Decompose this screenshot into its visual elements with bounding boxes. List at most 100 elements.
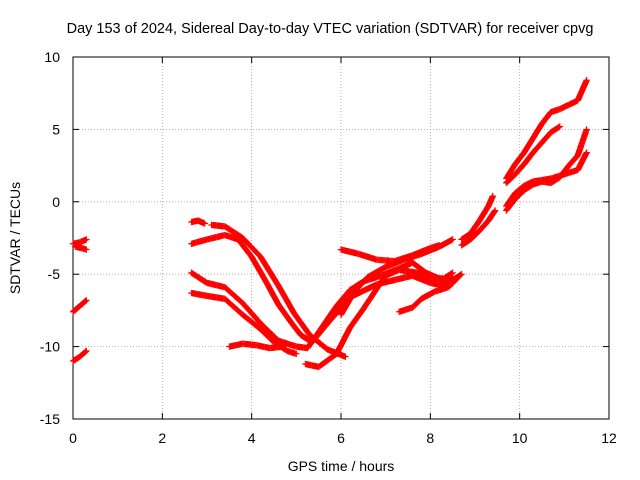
- data-trail: [204, 232, 227, 243]
- data-trail: [566, 153, 581, 168]
- series-arc-d: [69, 347, 90, 365]
- series-arc-o: [458, 192, 497, 243]
- x-axis-label: GPS time / hours: [288, 458, 395, 474]
- data-trail: [189, 290, 210, 299]
- y-tick-label: -15: [40, 411, 60, 427]
- data-trail: [419, 288, 437, 302]
- y-axis-label: SDTVAR / TECUs: [7, 182, 23, 294]
- data-trail: [530, 140, 545, 155]
- data-trail: [77, 297, 89, 309]
- data-trail: [227, 340, 245, 350]
- data-trail: [316, 303, 340, 335]
- data-trail: [235, 237, 255, 260]
- data-trail: [468, 218, 482, 236]
- data-point: [491, 207, 499, 214]
- data-trail: [445, 276, 460, 290]
- x-tick-label: 10: [512, 430, 528, 446]
- series-arc-m: [337, 236, 456, 318]
- y-tick-label: 5: [52, 121, 60, 137]
- series-arc-e: [188, 217, 208, 227]
- data-trail: [333, 325, 353, 356]
- data-trail: [476, 203, 491, 223]
- data-trail: [459, 231, 473, 242]
- data-point: [583, 76, 590, 84]
- data-trail: [356, 251, 379, 263]
- data-point: [583, 126, 590, 133]
- data-trail: [468, 228, 482, 242]
- data-trail: [360, 286, 380, 312]
- data-trail: [305, 329, 322, 351]
- data-point: [201, 220, 208, 227]
- data-trail: [530, 121, 545, 141]
- data-trail: [70, 354, 82, 364]
- x-tick-label: 6: [337, 430, 345, 446]
- data-trail: [189, 236, 210, 247]
- data-trail: [539, 109, 554, 126]
- data-trail: [338, 246, 361, 257]
- data-trail: [485, 208, 498, 223]
- chart-title: Day 153 of 2024, Sidereal Day-to-day VTE…: [67, 21, 594, 37]
- data-trail: [437, 236, 455, 250]
- data-trail: [258, 254, 282, 288]
- data-trail: [503, 161, 518, 181]
- data-point: [583, 149, 590, 156]
- data-trail: [575, 78, 590, 103]
- x-tick-label: 8: [426, 430, 434, 446]
- data-trail: [503, 196, 518, 213]
- data-point: [83, 246, 90, 253]
- data-trail: [222, 232, 241, 243]
- data-trail: [512, 150, 527, 167]
- data-trail: [410, 260, 429, 276]
- data-point: [449, 236, 456, 243]
- grid-lines: [73, 57, 609, 419]
- series-arc-f: [208, 221, 349, 360]
- series-arc-b: [72, 243, 90, 253]
- data-trail: [334, 287, 353, 309]
- x-tick-label: 12: [601, 430, 617, 446]
- data-trail: [275, 302, 295, 326]
- series-arc-j: [226, 340, 287, 352]
- data-trail: [275, 283, 297, 316]
- data-trail: [79, 245, 89, 253]
- data-trail: [383, 256, 406, 270]
- series-arc-a: [69, 236, 90, 247]
- data-trail: [249, 254, 268, 283]
- y-tick-label: 10: [44, 49, 60, 65]
- x-tick-label: 4: [248, 430, 256, 446]
- data-point: [342, 353, 349, 360]
- y-tick-label: -5: [48, 266, 61, 282]
- data-point: [458, 271, 465, 278]
- data-trail: [240, 235, 263, 260]
- data-point: [83, 347, 90, 355]
- data-trail: [401, 251, 424, 263]
- data-trail: [459, 236, 473, 248]
- series-arc-p: [458, 207, 499, 249]
- data-trail: [316, 351, 339, 370]
- data-trail: [222, 284, 245, 306]
- data-point: [453, 275, 461, 282]
- data-trail: [512, 183, 527, 196]
- axis-ticks: 0 2 4 6 8 10 12 -15 -10 -5 0 5 10: [40, 49, 617, 446]
- x-tick-label: 2: [158, 430, 166, 446]
- data-trail: [575, 150, 590, 173]
- data-trail: [189, 270, 210, 286]
- data-trail: [414, 270, 433, 282]
- series-arc-c: [69, 297, 90, 316]
- data-trail: [410, 296, 424, 310]
- data-trail: [258, 326, 277, 345]
- data-trail: [289, 321, 304, 338]
- data-trail: [512, 187, 527, 202]
- data-trail: [338, 289, 357, 317]
- data-trail: [240, 300, 263, 326]
- data-series: [69, 76, 590, 371]
- data-trail: [240, 340, 259, 349]
- series-arc-n: [395, 275, 461, 316]
- y-tick-label: -10: [40, 339, 60, 355]
- data-trail: [365, 264, 388, 280]
- data-point: [293, 350, 300, 358]
- data-trail: [503, 190, 518, 209]
- y-tick-label: 0: [52, 194, 60, 210]
- data-trail: [222, 296, 245, 318]
- series-arc-t: [503, 149, 590, 210]
